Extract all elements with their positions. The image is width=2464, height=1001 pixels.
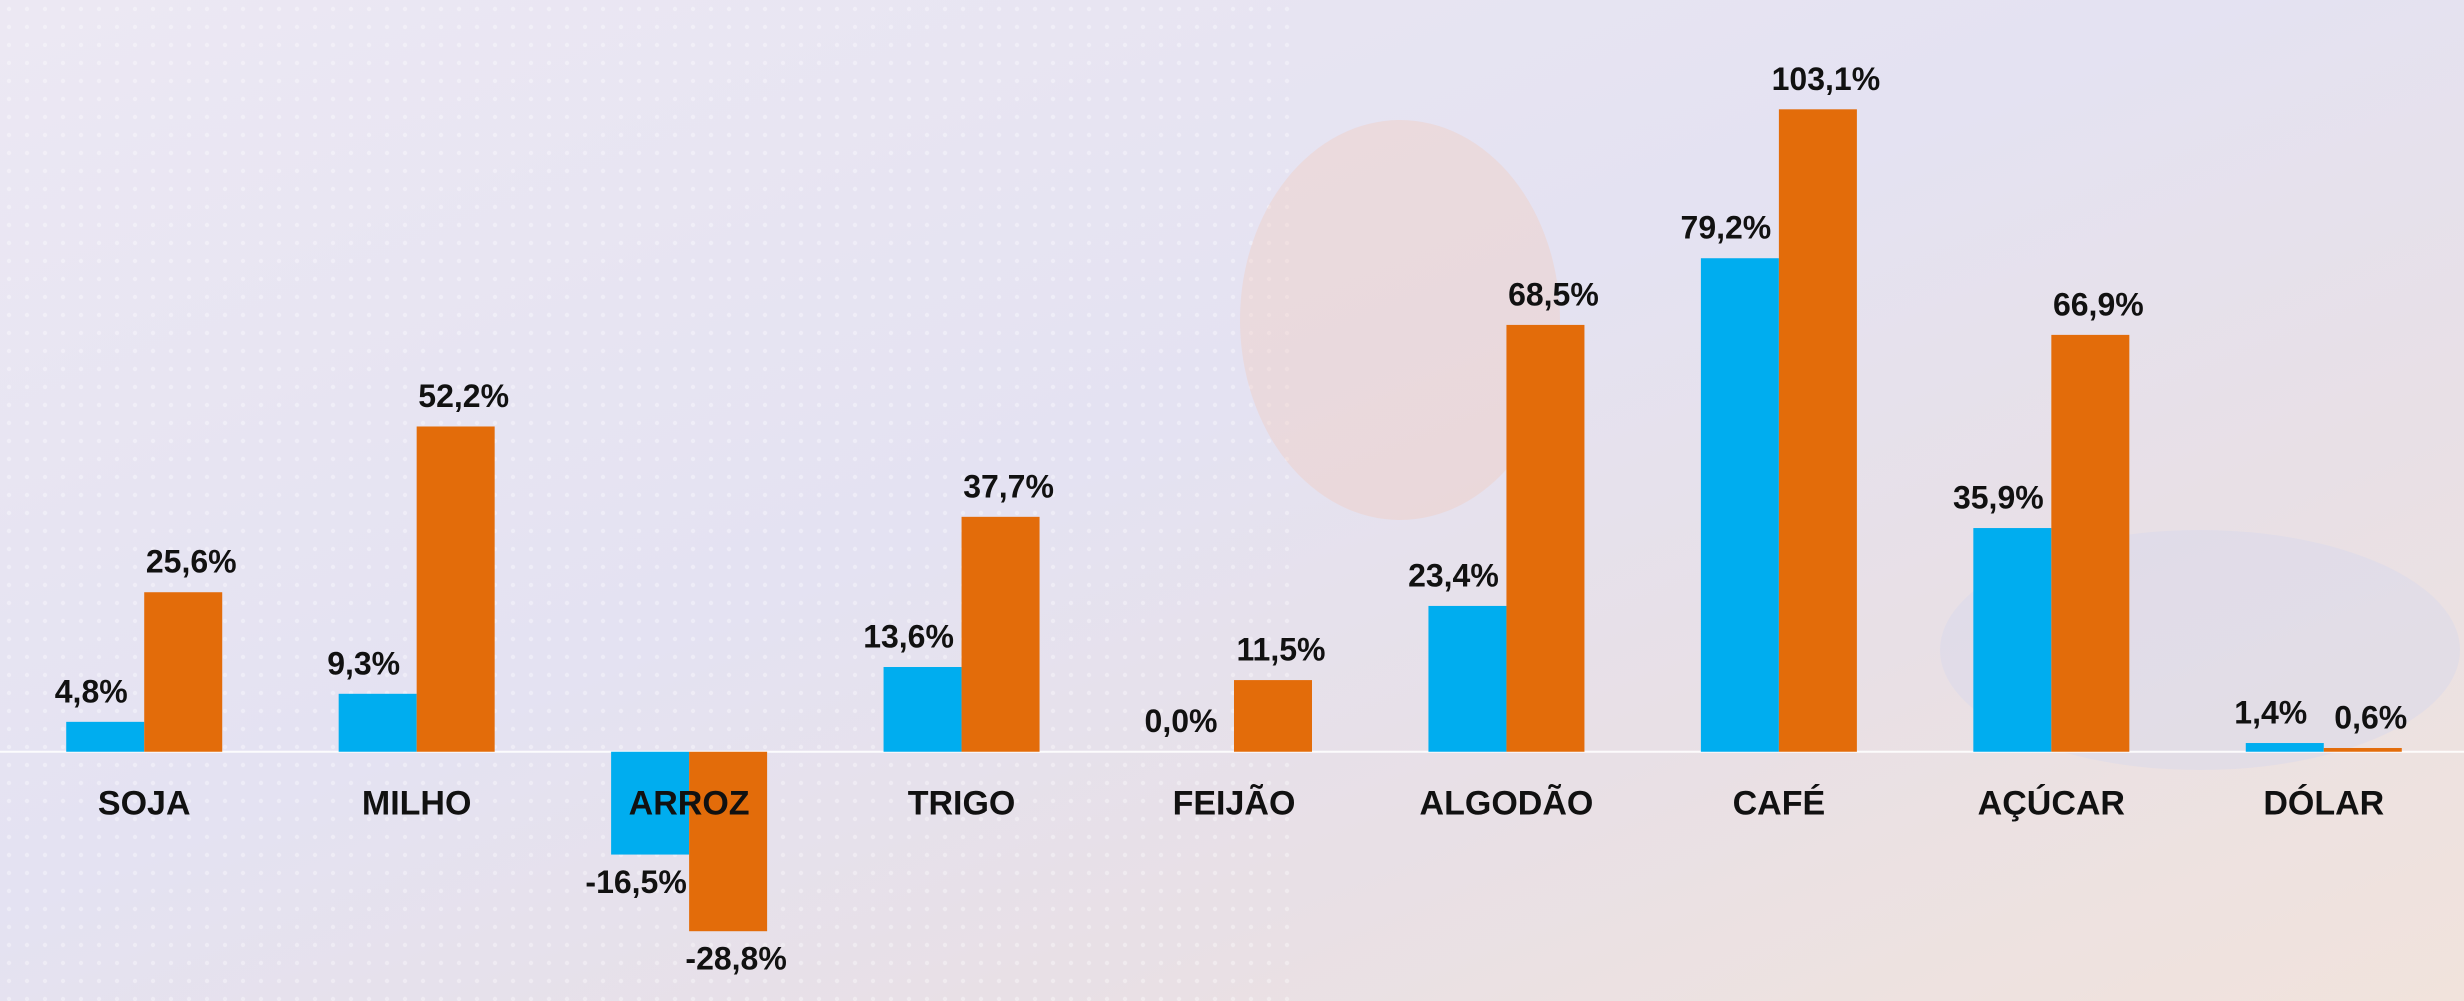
page: 4,8% 25,6% SOJA 9,3% 52,2% MILHO -16,5% -28,8% A… xyxy=(0,0,2464,1001)
bar xyxy=(1779,109,1857,751)
bar xyxy=(1428,606,1506,752)
value-label: -16,5% xyxy=(585,864,686,900)
bar xyxy=(1701,258,1779,752)
value-label: 103,1% xyxy=(1772,61,1881,97)
x-tick-label: TRIGO xyxy=(908,785,1016,823)
value-label: -28,8% xyxy=(685,941,786,977)
x-tick-label: FEIJÃO xyxy=(1173,785,1296,823)
value-label: 25,6% xyxy=(146,544,237,580)
value-label: 4,8% xyxy=(55,673,128,709)
value-label: 68,5% xyxy=(1508,276,1599,312)
bar xyxy=(1234,680,1312,752)
bar xyxy=(689,752,767,931)
bar xyxy=(417,426,495,751)
value-label: 52,2% xyxy=(418,378,509,414)
value-label: 13,6% xyxy=(863,618,954,654)
value-label: 35,9% xyxy=(1953,480,2044,516)
x-tick-label: ARROZ xyxy=(629,785,750,823)
value-label: 23,4% xyxy=(1408,557,1499,593)
bar xyxy=(1973,528,2051,752)
bar xyxy=(962,517,1040,752)
value-label: 0,6% xyxy=(2334,699,2407,735)
chart: 4,8% 25,6% SOJA 9,3% 52,2% MILHO -16,5% -28,8% A… xyxy=(0,0,2464,1001)
bar xyxy=(2324,748,2402,752)
bar xyxy=(339,694,417,752)
x-tick-label: MILHO xyxy=(362,785,472,823)
x-tick-label: DÓLAR xyxy=(2263,785,2384,823)
bar xyxy=(2246,743,2324,752)
bar xyxy=(66,722,144,752)
value-label: 11,5% xyxy=(1237,632,1326,668)
value-label: 9,3% xyxy=(327,645,400,681)
value-label: 0,0% xyxy=(1145,703,1218,739)
value-label: 37,7% xyxy=(963,468,1054,504)
x-tick-label: CAFÉ xyxy=(1733,785,1826,823)
bar xyxy=(144,592,222,752)
bar xyxy=(2051,335,2129,752)
x-tick-label: SOJA xyxy=(98,785,191,823)
value-label: 1,4% xyxy=(2234,694,2307,730)
value-label: 66,9% xyxy=(2053,286,2144,322)
x-tick-label: ALGODÃO xyxy=(1420,785,1594,823)
value-label: 79,2% xyxy=(1681,210,1772,246)
x-tick-label: AÇÚCAR xyxy=(1978,785,2125,823)
bar xyxy=(1506,325,1584,752)
bar xyxy=(884,667,962,752)
